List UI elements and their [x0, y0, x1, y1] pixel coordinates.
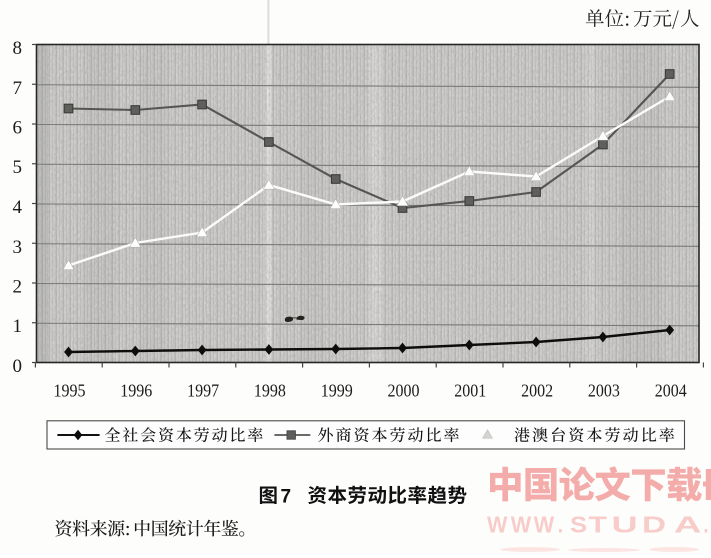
svg-text:T: T [589, 512, 608, 538]
svg-text:2004: 2004 [655, 380, 687, 400]
svg-text:1: 1 [13, 316, 23, 337]
svg-text:A: A [674, 511, 701, 538]
svg-text:5: 5 [13, 157, 23, 178]
svg-text:6: 6 [13, 118, 23, 139]
svg-text:2003: 2003 [588, 380, 620, 400]
svg-text:.: . [558, 512, 563, 539]
svg-text:7: 7 [13, 78, 23, 99]
svg-text:2001: 2001 [454, 380, 486, 400]
svg-text:W: W [534, 512, 555, 538]
svg-text:8: 8 [13, 38, 23, 59]
svg-text:2: 2 [13, 277, 23, 298]
svg-text:2000: 2000 [388, 380, 420, 400]
svg-text:1995: 1995 [54, 380, 86, 400]
svg-text:2002: 2002 [521, 380, 553, 400]
svg-text:4: 4 [13, 197, 23, 218]
svg-text:3: 3 [13, 237, 23, 258]
svg-text:D: D [642, 512, 666, 538]
svg-text:.: . [704, 512, 709, 538]
svg-text:S: S [570, 512, 587, 538]
svg-text:7: 7 [281, 486, 292, 507]
svg-text:1998: 1998 [254, 380, 286, 400]
svg-text:1999: 1999 [321, 380, 353, 400]
svg-text:1997: 1997 [187, 380, 219, 400]
svg-text:U: U [612, 512, 638, 538]
svg-text:1996: 1996 [120, 380, 152, 400]
svg-text:W: W [511, 512, 532, 538]
svg-text:W: W [487, 512, 508, 538]
svg-text:0: 0 [13, 356, 23, 377]
